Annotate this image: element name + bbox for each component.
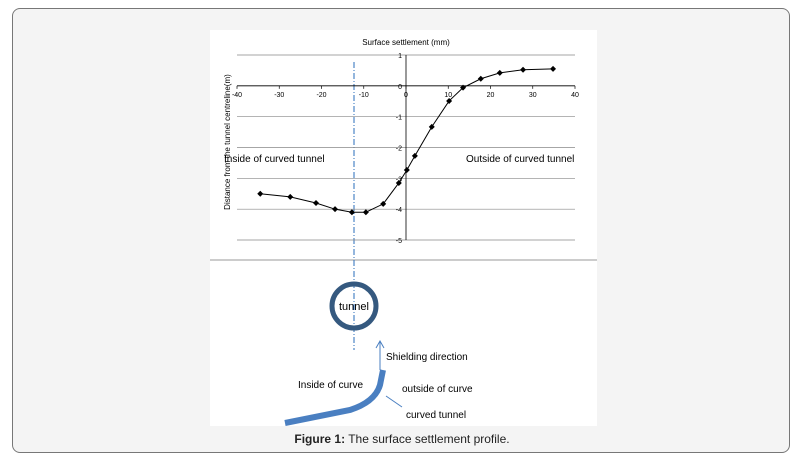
- caption: Figure 1: The surface settlement profile…: [0, 432, 804, 446]
- y-tick-label: 1: [398, 53, 402, 60]
- marker: [550, 65, 557, 72]
- diagram-label: Inside of curve: [298, 380, 363, 391]
- caption-text: The surface settlement profile.: [348, 432, 510, 446]
- y-tick-label: -3: [396, 176, 402, 183]
- x-tick-label: -10: [359, 92, 369, 99]
- figure: Surface settlement (mm) Distance from th…: [210, 30, 597, 426]
- marker: [362, 209, 369, 216]
- x-tick-label: -20: [316, 92, 326, 99]
- marker: [446, 97, 453, 104]
- marker: [428, 123, 435, 130]
- marker: [395, 179, 402, 186]
- figure-image: [210, 30, 597, 426]
- marker: [332, 206, 339, 213]
- tunnel-label: tunnel: [339, 301, 369, 313]
- caption-label: Figure 1:: [294, 432, 346, 446]
- tunnel-ring: [329, 281, 379, 331]
- marker: [411, 152, 418, 159]
- y-tick-label: -4: [396, 207, 402, 214]
- diagram-label: outside of curve: [402, 384, 473, 395]
- curved-tunnel: [284, 369, 386, 426]
- marker: [520, 66, 527, 73]
- marker: [380, 200, 387, 207]
- annotation: Outside of curved tunnel: [466, 154, 574, 165]
- marker: [403, 167, 410, 174]
- marker: [496, 69, 503, 76]
- chart-title: Surface settlement (mm): [362, 38, 450, 47]
- x-tick-label: 20: [487, 92, 495, 99]
- marker: [287, 193, 294, 200]
- x-tick-label: 10: [444, 92, 452, 99]
- arrow-head: [375, 339, 385, 349]
- diagram-label: Shielding direction: [386, 352, 468, 363]
- x-tick-label: -40: [232, 92, 242, 99]
- y-tick-label: -1: [396, 115, 402, 122]
- diagram-label: curved tunnel: [406, 410, 466, 421]
- marker: [257, 190, 264, 197]
- marker: [460, 84, 467, 91]
- marker: [477, 75, 484, 82]
- marker: [348, 209, 355, 216]
- y-tick-label: -2: [396, 146, 402, 153]
- marker: [313, 200, 320, 206]
- x-tick-label: -30: [274, 92, 284, 99]
- pointer: [385, 395, 403, 408]
- y-tick-label: -5: [396, 238, 402, 245]
- y-tick-label: 0: [398, 84, 402, 91]
- x-tick-label: 40: [571, 92, 579, 99]
- annotation: Inside of curved tunnel: [224, 154, 325, 165]
- x-tick-label: 30: [529, 92, 537, 99]
- y-axis-label: Distance from the tunnel centreline(m): [223, 74, 232, 210]
